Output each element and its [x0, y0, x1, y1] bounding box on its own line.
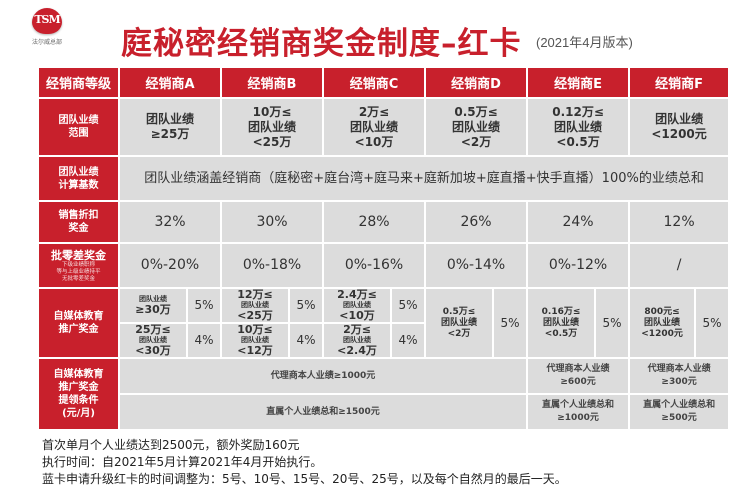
withdraw-f-line2: 直属个人业绩总和 ≥500元: [628, 393, 731, 431]
withdraw-row-bottom: 直属个人业绩总和≥1500元 直属个人业绩总和 ≥1000元 直属个人业绩总和 …: [38, 393, 731, 431]
header-row: 经销商等级 经销商A 经销商B 经销商C 经销商D 经销商E 经销商F: [37, 66, 731, 99]
col-header-f: 经销商F: [628, 66, 731, 99]
withdraw-e-line2: 直属个人业绩总和 ≥1000元: [526, 393, 631, 431]
media-d-pct: 5%: [492, 287, 529, 359]
media-a-top-pct: 5%: [186, 287, 222, 324]
col-header-b: 经销商B: [219, 66, 325, 99]
media-e-pct: 5%: [594, 287, 631, 359]
row-label-discount: 销售折扣 奖金: [37, 200, 120, 244]
wholesale-b: 0%-18%: [219, 242, 325, 289]
wholesale-a: 0%-20%: [118, 242, 222, 289]
wholesale-retail-row: 批零差奖金 下级业绩职称 等与上级业绩持平 无批零差奖金 0%-20% 0%-1…: [37, 242, 731, 289]
row-label-calc-base: 团队业绩 计算基数: [37, 155, 120, 202]
wholesale-f: /: [628, 242, 731, 289]
media-e-cond: 0.16万≤ 团队业绩 <0.5万: [526, 287, 597, 359]
wholesale-d: 0%-14%: [424, 242, 529, 289]
row-label-media-edu: 自媒体教育 推广奖金: [37, 287, 120, 359]
withdraw-abcd-line1: 代理商本人业绩≥1000元: [117, 357, 529, 395]
discount-d: 26%: [424, 200, 529, 244]
media-d-cond: 0.5万≤ 团队业绩 <2万: [424, 287, 495, 359]
discount-b: 30%: [219, 200, 325, 244]
discount-row: 销售折扣 奖金 32% 30% 28% 26% 24% 12%: [37, 200, 731, 244]
calc-base-row: 团队业绩 计算基数 团队业绩涵盖经销商（庭秘密+庭台湾+庭马来+庭新加坡+庭直播…: [37, 155, 731, 202]
row-label-withdraw: 自媒体教育 推广奖金 提领条件 (元/月): [37, 357, 120, 431]
discount-a: 32%: [118, 200, 222, 244]
media-a-bottom-pct: 4%: [186, 322, 222, 359]
media-edu-row-bottom: 25万≤ 团队业绩 <30万 4% 10万≤ 团队业绩 <12万 4% 2万≤ …: [38, 322, 729, 359]
logo-caption: 法尔威总部: [31, 39, 62, 46]
heart-logo-icon: TSM: [32, 8, 62, 34]
media-c-top-pct: 5%: [390, 287, 427, 324]
discount-c: 28%: [322, 200, 427, 244]
col-header-c: 经销商C: [322, 66, 427, 99]
media-b-top-pct: 5%: [287, 287, 325, 324]
bonus-table: 经销商等级 经销商A 经销商B 经销商C 经销商D 经销商E 经销商F 团队业绩…: [37, 66, 731, 431]
discount-e: 24%: [526, 200, 631, 244]
media-b-top-cond: 12万≤ 团队业绩 <25万: [220, 287, 290, 324]
row-label-wholesale-retail: 批零差奖金 下级业绩职称 等与上级业绩持平 无批零差奖金: [37, 242, 120, 289]
wholesale-e: 0%-12%: [526, 242, 631, 289]
calc-base-text: 团队业绩涵盖经销商（庭秘密+庭台湾+庭马来+庭新加坡+庭直播+快手直播）100%…: [117, 155, 731, 202]
media-c-bottom-pct: 4%: [390, 322, 427, 359]
corner-header: 经销商等级: [37, 66, 120, 99]
withdraw-e-line1: 代理商本人业绩 ≥600元: [526, 357, 631, 395]
range-row: 团队业绩 范围 团队业绩 ≥25万 10万≤ 团队业绩 <25万 2万≤ 团队业…: [37, 97, 731, 157]
media-c-top-cond: 2.4万≤ 团队业绩 <10万: [322, 287, 393, 324]
col-header-d: 经销商D: [424, 66, 529, 99]
range-a: 团队业绩 ≥25万: [118, 97, 222, 157]
media-edu-row-top: 自媒体教育 推广奖金 团队业绩 ≥30万 5% 12万≤ 团队业绩 <25万 5…: [37, 287, 731, 359]
discount-f: 12%: [628, 200, 731, 244]
withdraw-f-line1: 代理商本人业绩 ≥300元: [628, 357, 731, 395]
range-c: 2万≤ 团队业绩 <10万: [322, 97, 427, 157]
media-b-bottom-pct: 4%: [287, 322, 325, 359]
range-e: 0.12万≤ 团队业绩 <0.5万: [526, 97, 631, 157]
range-b: 10万≤ 团队业绩 <25万: [219, 97, 325, 157]
media-c-bottom-cond: 2万≤ 团队业绩 <2.4万: [322, 322, 393, 359]
range-f: 团队业绩 <1200元: [628, 97, 731, 157]
media-f-pct: 5%: [694, 287, 731, 359]
media-f-cond: 800元≤ 团队业绩 <1200元: [628, 287, 697, 359]
col-header-e: 经销商E: [526, 66, 631, 99]
row-label-range: 团队业绩 范围: [37, 97, 120, 157]
media-a-top-cond: 团队业绩 ≥30万: [118, 287, 188, 324]
media-b-bottom-cond: 10万≤ 团队业绩 <12万: [220, 322, 290, 359]
note-first-month-bonus: 首次单月个人业绩达到2500元，额外奖励160元: [42, 438, 300, 452]
note-effective-date: 执行时间：自2021年5月计算2021年4月开始执行。: [42, 455, 323, 469]
note-upgrade-schedule: 蓝卡申请升级红卡的时间调整为：5号、10号、15号、20号、25号，以及每个自然…: [42, 472, 567, 486]
page-title: 庭秘密经销商奖金制度–红卡: [121, 26, 522, 62]
withdraw-abcd-line2: 直属个人业绩总和≥1500元: [117, 393, 529, 431]
withdraw-row-top: 自媒体教育 推广奖金 提领条件 (元/月) 代理商本人业绩≥1000元 代理商本…: [37, 357, 731, 431]
footnotes: 首次单月个人业绩达到2500元，额外奖励160元 执行时间：自2021年5月计算…: [42, 437, 567, 488]
wholesale-c: 0%-16%: [322, 242, 427, 289]
range-d: 0.5万≤ 团队业绩 <2万: [424, 97, 529, 157]
media-a-bottom-cond: 25万≤ 团队业绩 <30万: [118, 322, 188, 359]
version-label: (2021年4月版本): [536, 35, 633, 50]
col-header-a: 经销商A: [118, 66, 222, 99]
brand-logo: TSM 法尔威总部: [25, 8, 69, 46]
